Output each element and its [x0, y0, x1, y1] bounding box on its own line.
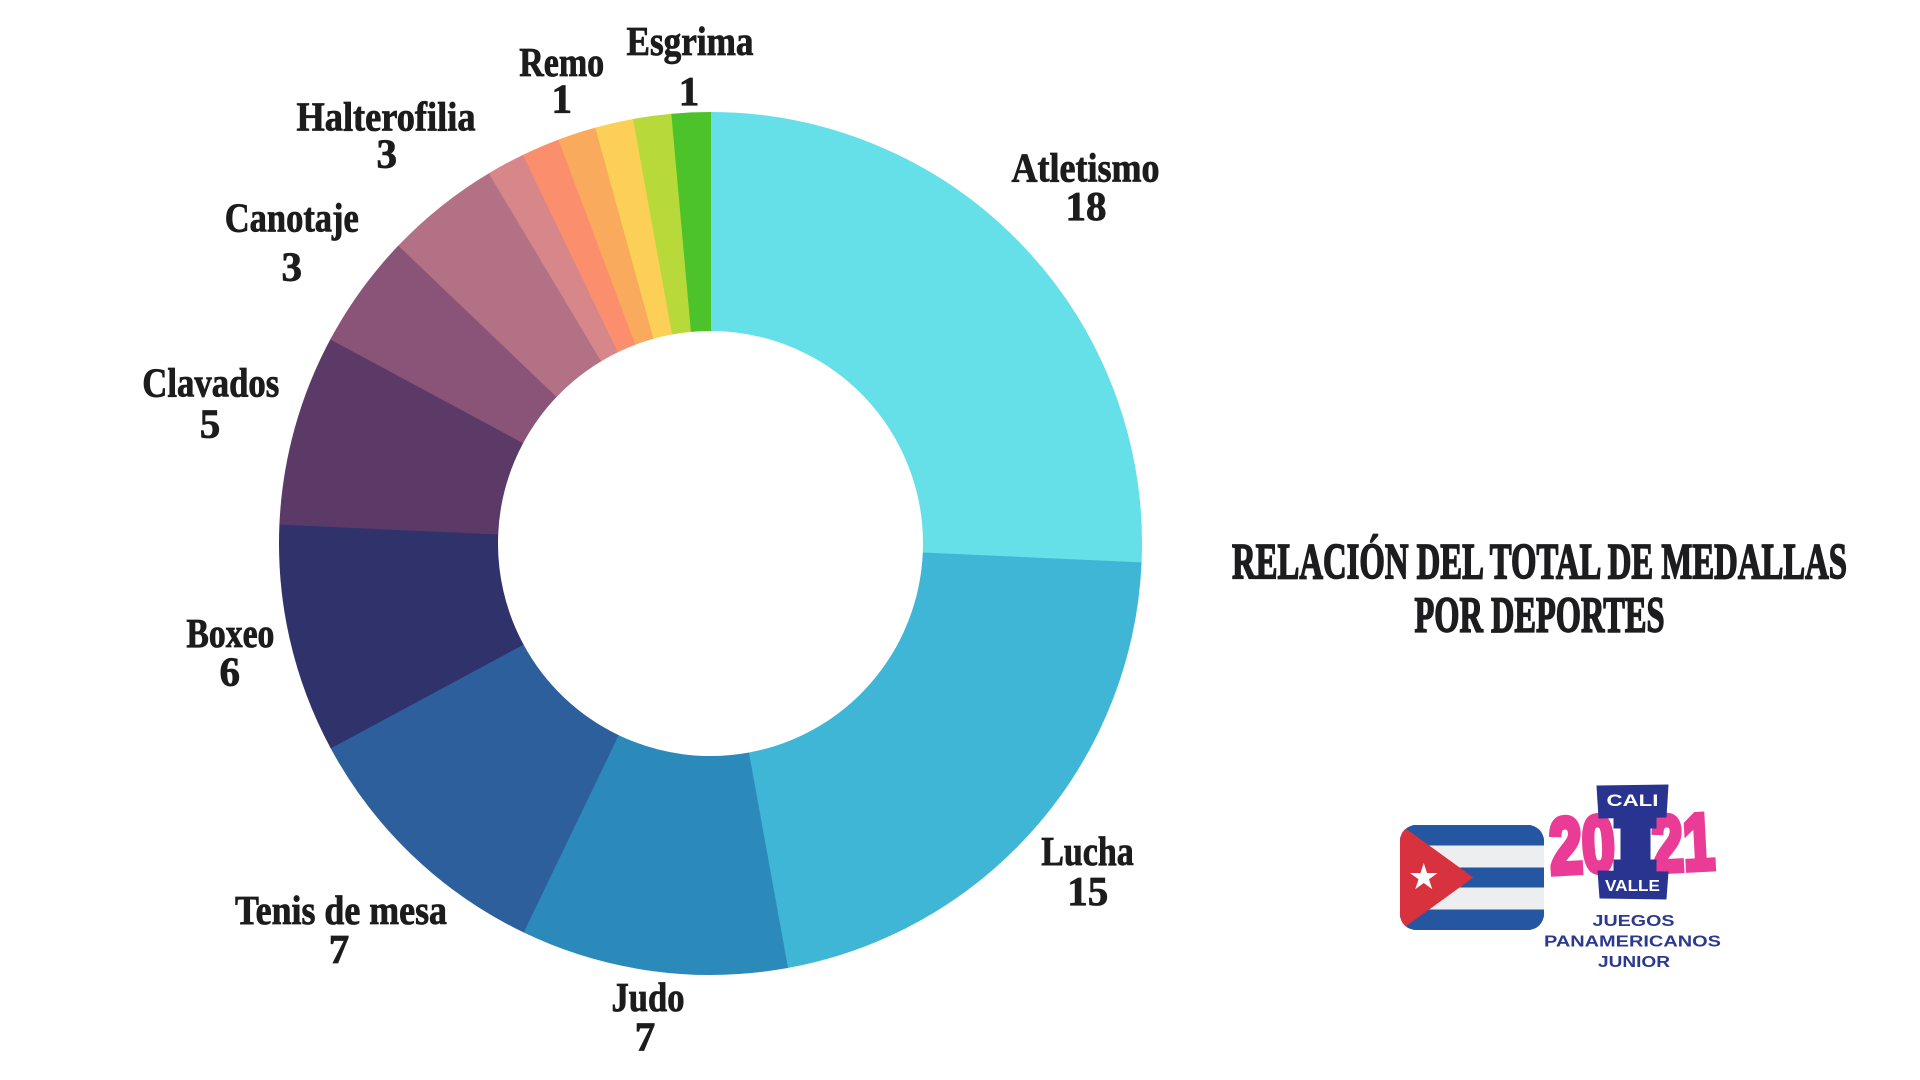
svg-text:JUEGOS: JUEGOS — [1593, 913, 1675, 930]
svg-text:RELACIÓN DEL TOTAL DE MEDALLAS: RELACIÓN DEL TOTAL DE MEDALLAS — [1232, 535, 1847, 591]
svg-text:Boxeo: Boxeo — [186, 610, 274, 656]
svg-text:1: 1 — [551, 76, 572, 122]
svg-text:CALI: CALI — [1607, 791, 1659, 810]
svg-text:Canotaje: Canotaje — [225, 195, 359, 241]
svg-text:POR DEPORTES: POR DEPORTES — [1415, 588, 1665, 644]
svg-text:Halterofilia: Halterofilia — [297, 94, 476, 140]
svg-text:7: 7 — [635, 1014, 656, 1060]
svg-text:18: 18 — [1066, 183, 1107, 229]
svg-text:PANAMERICANOS: PANAMERICANOS — [1544, 934, 1721, 951]
svg-text:Judo: Judo — [612, 974, 685, 1020]
svg-text:15: 15 — [1067, 868, 1108, 914]
svg-text:Tenis de mesa: Tenis de mesa — [235, 887, 447, 933]
svg-text:3: 3 — [376, 131, 397, 177]
svg-text:VALLE: VALLE — [1605, 878, 1660, 895]
svg-text:5: 5 — [200, 401, 221, 447]
svg-text:3: 3 — [282, 244, 303, 290]
svg-text:Clavados: Clavados — [142, 360, 279, 406]
svg-text:Lucha: Lucha — [1041, 828, 1134, 874]
svg-text:Remo: Remo — [519, 39, 604, 85]
svg-text:1: 1 — [679, 68, 700, 114]
svg-text:6: 6 — [219, 649, 240, 695]
svg-text:Atletismo: Atletismo — [1012, 144, 1160, 190]
svg-text:JUNIOR: JUNIOR — [1598, 954, 1671, 971]
svg-text:Esgrima: Esgrima — [627, 18, 754, 64]
svg-text:7: 7 — [329, 926, 350, 972]
